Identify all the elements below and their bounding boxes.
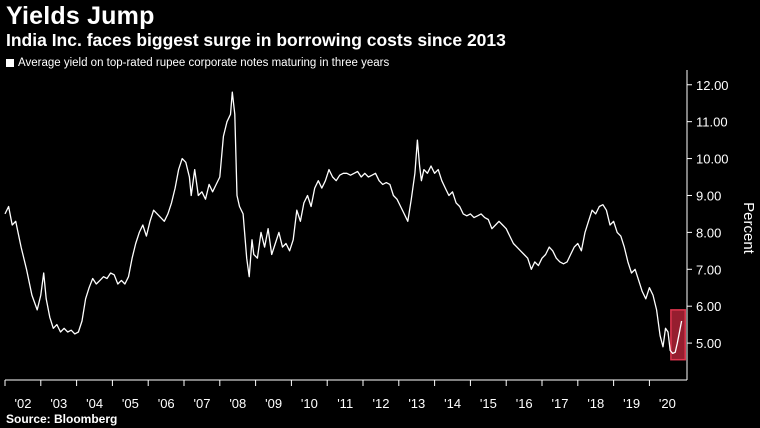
- y-tick-label: 10.00: [696, 152, 729, 167]
- x-tick-label: '11: [337, 396, 353, 411]
- y-axis-ticks: 5.00 6.00 7.00 8.00 9.00 10.00 11.00 12.00: [687, 78, 729, 351]
- x-tick-label: '12: [373, 396, 390, 411]
- x-tick-label: '17: [552, 396, 569, 411]
- x-axis-ticks: '02 '03 '04 '05 '06 '07 '08 '09 '10 '11 '12 '13 '14 '…: [4, 380, 676, 411]
- series-line: [4, 91, 683, 355]
- x-tick-label: '06: [158, 396, 175, 411]
- y-tick-label: 5.00: [696, 336, 721, 351]
- chart-axes: [5, 70, 688, 381]
- source-note: Source: Bloomberg: [6, 412, 118, 426]
- x-tick-label: '18: [587, 396, 604, 411]
- y-tick-label: 8.00: [696, 225, 721, 240]
- legend-swatch: [6, 59, 14, 67]
- highlight-annotation: [670, 309, 686, 361]
- y-tick-label: 11.00: [696, 115, 728, 130]
- x-tick-label: '05: [122, 396, 139, 411]
- x-tick-label: '03: [50, 396, 67, 411]
- y-tick-label: 6.00: [696, 299, 721, 314]
- highlight-box: [670, 309, 686, 361]
- x-tick-label: '04: [86, 396, 103, 411]
- x-tick-label: '14: [444, 396, 461, 411]
- y-axis-label: Percent: [740, 202, 757, 255]
- x-tick-label: '16: [516, 396, 533, 411]
- x-tick-label: '13: [408, 396, 425, 411]
- x-tick-label: '08: [229, 396, 246, 411]
- chart-series: [4, 91, 683, 355]
- x-tick-label: '09: [265, 396, 282, 411]
- y-tick-label: 12.00: [696, 78, 729, 93]
- x-tick-label: '15: [480, 396, 497, 411]
- chart-title: Yields Jump: [6, 2, 155, 30]
- x-tick-label: '10: [301, 396, 318, 411]
- x-tick-label: '20: [659, 396, 676, 411]
- x-tick-label: '19: [623, 396, 640, 411]
- y-tick-label: 9.00: [696, 188, 721, 203]
- legend-label: Average yield on top-rated rupee corpora…: [18, 57, 390, 69]
- x-tick-label: '07: [194, 396, 211, 411]
- x-tick-label: '02: [15, 396, 32, 411]
- chart-subtitle: India Inc. faces biggest surge in borrow…: [6, 30, 506, 50]
- legend: Average yield on top-rated rupee corpora…: [6, 57, 389, 69]
- y-tick-label: 7.00: [696, 262, 721, 277]
